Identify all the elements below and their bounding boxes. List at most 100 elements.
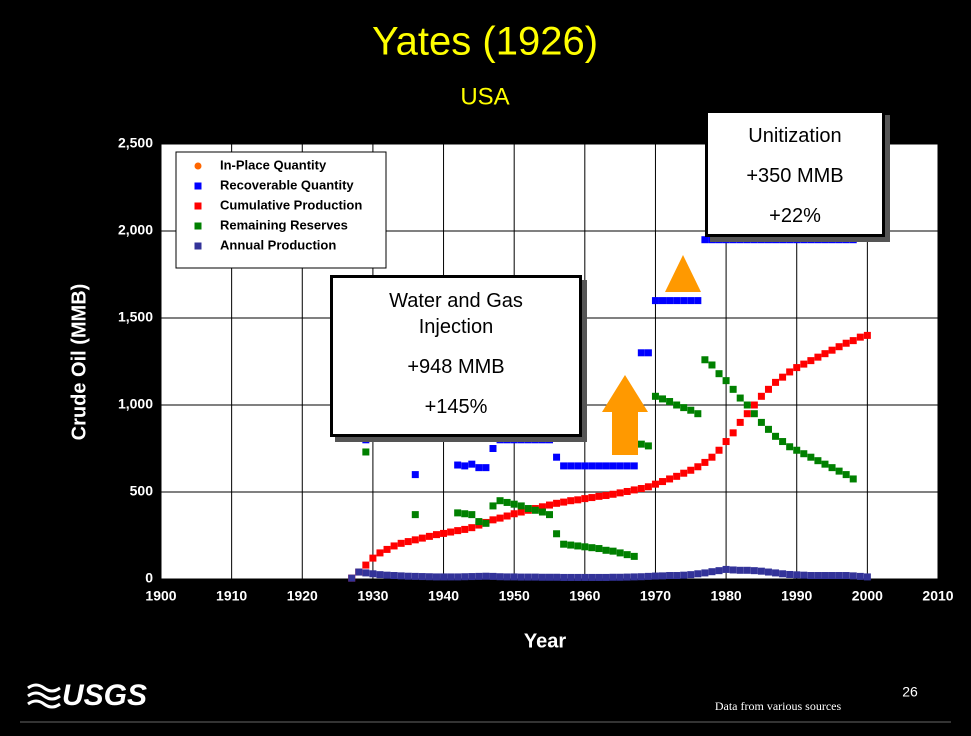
data-point bbox=[609, 462, 617, 470]
data-point bbox=[835, 343, 843, 351]
data-point bbox=[390, 542, 398, 550]
arrow-up bbox=[602, 375, 648, 455]
data-point bbox=[602, 491, 610, 499]
data-point bbox=[454, 461, 462, 469]
data-point bbox=[863, 331, 871, 339]
data-point bbox=[348, 574, 356, 582]
data-point bbox=[623, 462, 631, 470]
data-point bbox=[546, 573, 553, 581]
data-point bbox=[644, 483, 652, 491]
data-point bbox=[680, 571, 688, 579]
chart-title: Yates (1926) bbox=[372, 20, 598, 64]
data-point bbox=[814, 457, 822, 465]
data-point bbox=[729, 385, 737, 393]
data-point bbox=[729, 429, 737, 437]
data-point bbox=[602, 573, 610, 581]
data-point bbox=[574, 573, 582, 581]
data-point bbox=[772, 378, 780, 386]
data-point bbox=[687, 466, 695, 474]
annotation-text: Unitization bbox=[748, 125, 842, 147]
data-point bbox=[411, 471, 419, 479]
legend-label: Remaining Reserves bbox=[220, 217, 348, 232]
data-point bbox=[849, 572, 857, 580]
data-point bbox=[651, 572, 659, 580]
data-point bbox=[842, 572, 850, 580]
data-point bbox=[659, 297, 667, 305]
data-point bbox=[425, 532, 433, 540]
data-point bbox=[651, 297, 659, 305]
data-point bbox=[447, 528, 455, 536]
data-point bbox=[772, 432, 780, 440]
data-point bbox=[750, 236, 758, 244]
x-tick-label: 1930 bbox=[357, 588, 388, 604]
data-point bbox=[560, 498, 568, 506]
data-point bbox=[496, 573, 504, 581]
legend-marker bbox=[194, 202, 202, 210]
data-point bbox=[637, 485, 645, 493]
data-point bbox=[524, 573, 532, 581]
data-point bbox=[567, 541, 575, 549]
data-point bbox=[482, 519, 490, 527]
data-point bbox=[849, 236, 857, 244]
data-point bbox=[538, 503, 546, 511]
data-point bbox=[793, 571, 801, 579]
chart-subtitle: USA bbox=[460, 83, 509, 110]
data-point bbox=[531, 506, 539, 514]
data-point bbox=[757, 236, 765, 244]
data-point bbox=[807, 236, 815, 244]
data-point bbox=[553, 573, 561, 581]
data-point bbox=[432, 573, 440, 581]
data-point bbox=[588, 573, 596, 581]
data-point bbox=[722, 377, 730, 385]
data-point bbox=[397, 572, 405, 580]
data-point bbox=[630, 552, 638, 560]
y-axis-title: Crude Oil (MMB) bbox=[68, 284, 90, 441]
legend-box bbox=[175, 151, 387, 269]
data-point bbox=[800, 450, 808, 458]
data-point bbox=[468, 573, 476, 581]
data-point bbox=[475, 464, 483, 472]
data-point bbox=[531, 573, 539, 581]
y-tick-label: 2,000 bbox=[118, 222, 153, 238]
data-point bbox=[489, 445, 497, 452]
data-point bbox=[609, 490, 617, 498]
data-point bbox=[567, 497, 575, 505]
data-point bbox=[736, 394, 744, 402]
data-point bbox=[750, 567, 758, 575]
page-number: 26 bbox=[902, 684, 918, 700]
data-point bbox=[701, 356, 709, 364]
data-point bbox=[764, 236, 772, 244]
data-point bbox=[715, 446, 723, 454]
data-point bbox=[821, 350, 829, 358]
annotation-text: +350 MMB bbox=[746, 165, 844, 187]
data-point bbox=[807, 572, 815, 580]
data-point bbox=[842, 236, 850, 244]
data-point bbox=[503, 573, 511, 581]
data-point bbox=[482, 572, 490, 580]
x-tick-label: 1900 bbox=[145, 588, 176, 604]
data-point bbox=[531, 436, 539, 444]
data-point bbox=[779, 236, 787, 244]
data-point bbox=[793, 236, 801, 244]
data-point bbox=[821, 236, 829, 244]
data-point bbox=[807, 453, 815, 461]
annotation-text: +22% bbox=[769, 205, 821, 227]
data-point bbox=[630, 573, 638, 581]
data-point bbox=[475, 518, 483, 526]
marks bbox=[348, 236, 871, 582]
data-point bbox=[694, 570, 702, 578]
annotation-text: +948 MMB bbox=[407, 356, 505, 378]
source-note: Data from various sources bbox=[715, 699, 842, 713]
x-tick-label: 1910 bbox=[216, 588, 247, 604]
data-point bbox=[722, 236, 730, 244]
data-point bbox=[800, 236, 808, 244]
data-point bbox=[666, 572, 674, 580]
data-point bbox=[524, 436, 532, 444]
data-point bbox=[574, 496, 582, 504]
data-point bbox=[546, 436, 553, 444]
data-point bbox=[694, 297, 702, 305]
data-point bbox=[644, 349, 652, 357]
data-point bbox=[828, 346, 836, 354]
data-point bbox=[659, 395, 667, 403]
x-tick-label: 2000 bbox=[852, 588, 883, 604]
